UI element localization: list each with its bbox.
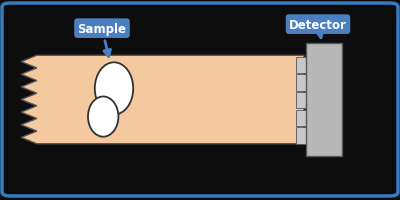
- Bar: [296, 110, 306, 126]
- Bar: [296, 57, 306, 74]
- Bar: [296, 75, 306, 91]
- Ellipse shape: [88, 97, 118, 137]
- Ellipse shape: [95, 63, 133, 115]
- Polygon shape: [21, 56, 304, 144]
- Bar: [296, 128, 306, 144]
- Text: Sample: Sample: [78, 23, 126, 57]
- FancyBboxPatch shape: [2, 4, 398, 196]
- Bar: [306, 44, 342, 156]
- Bar: [296, 93, 306, 109]
- Text: Detector: Detector: [289, 19, 347, 39]
